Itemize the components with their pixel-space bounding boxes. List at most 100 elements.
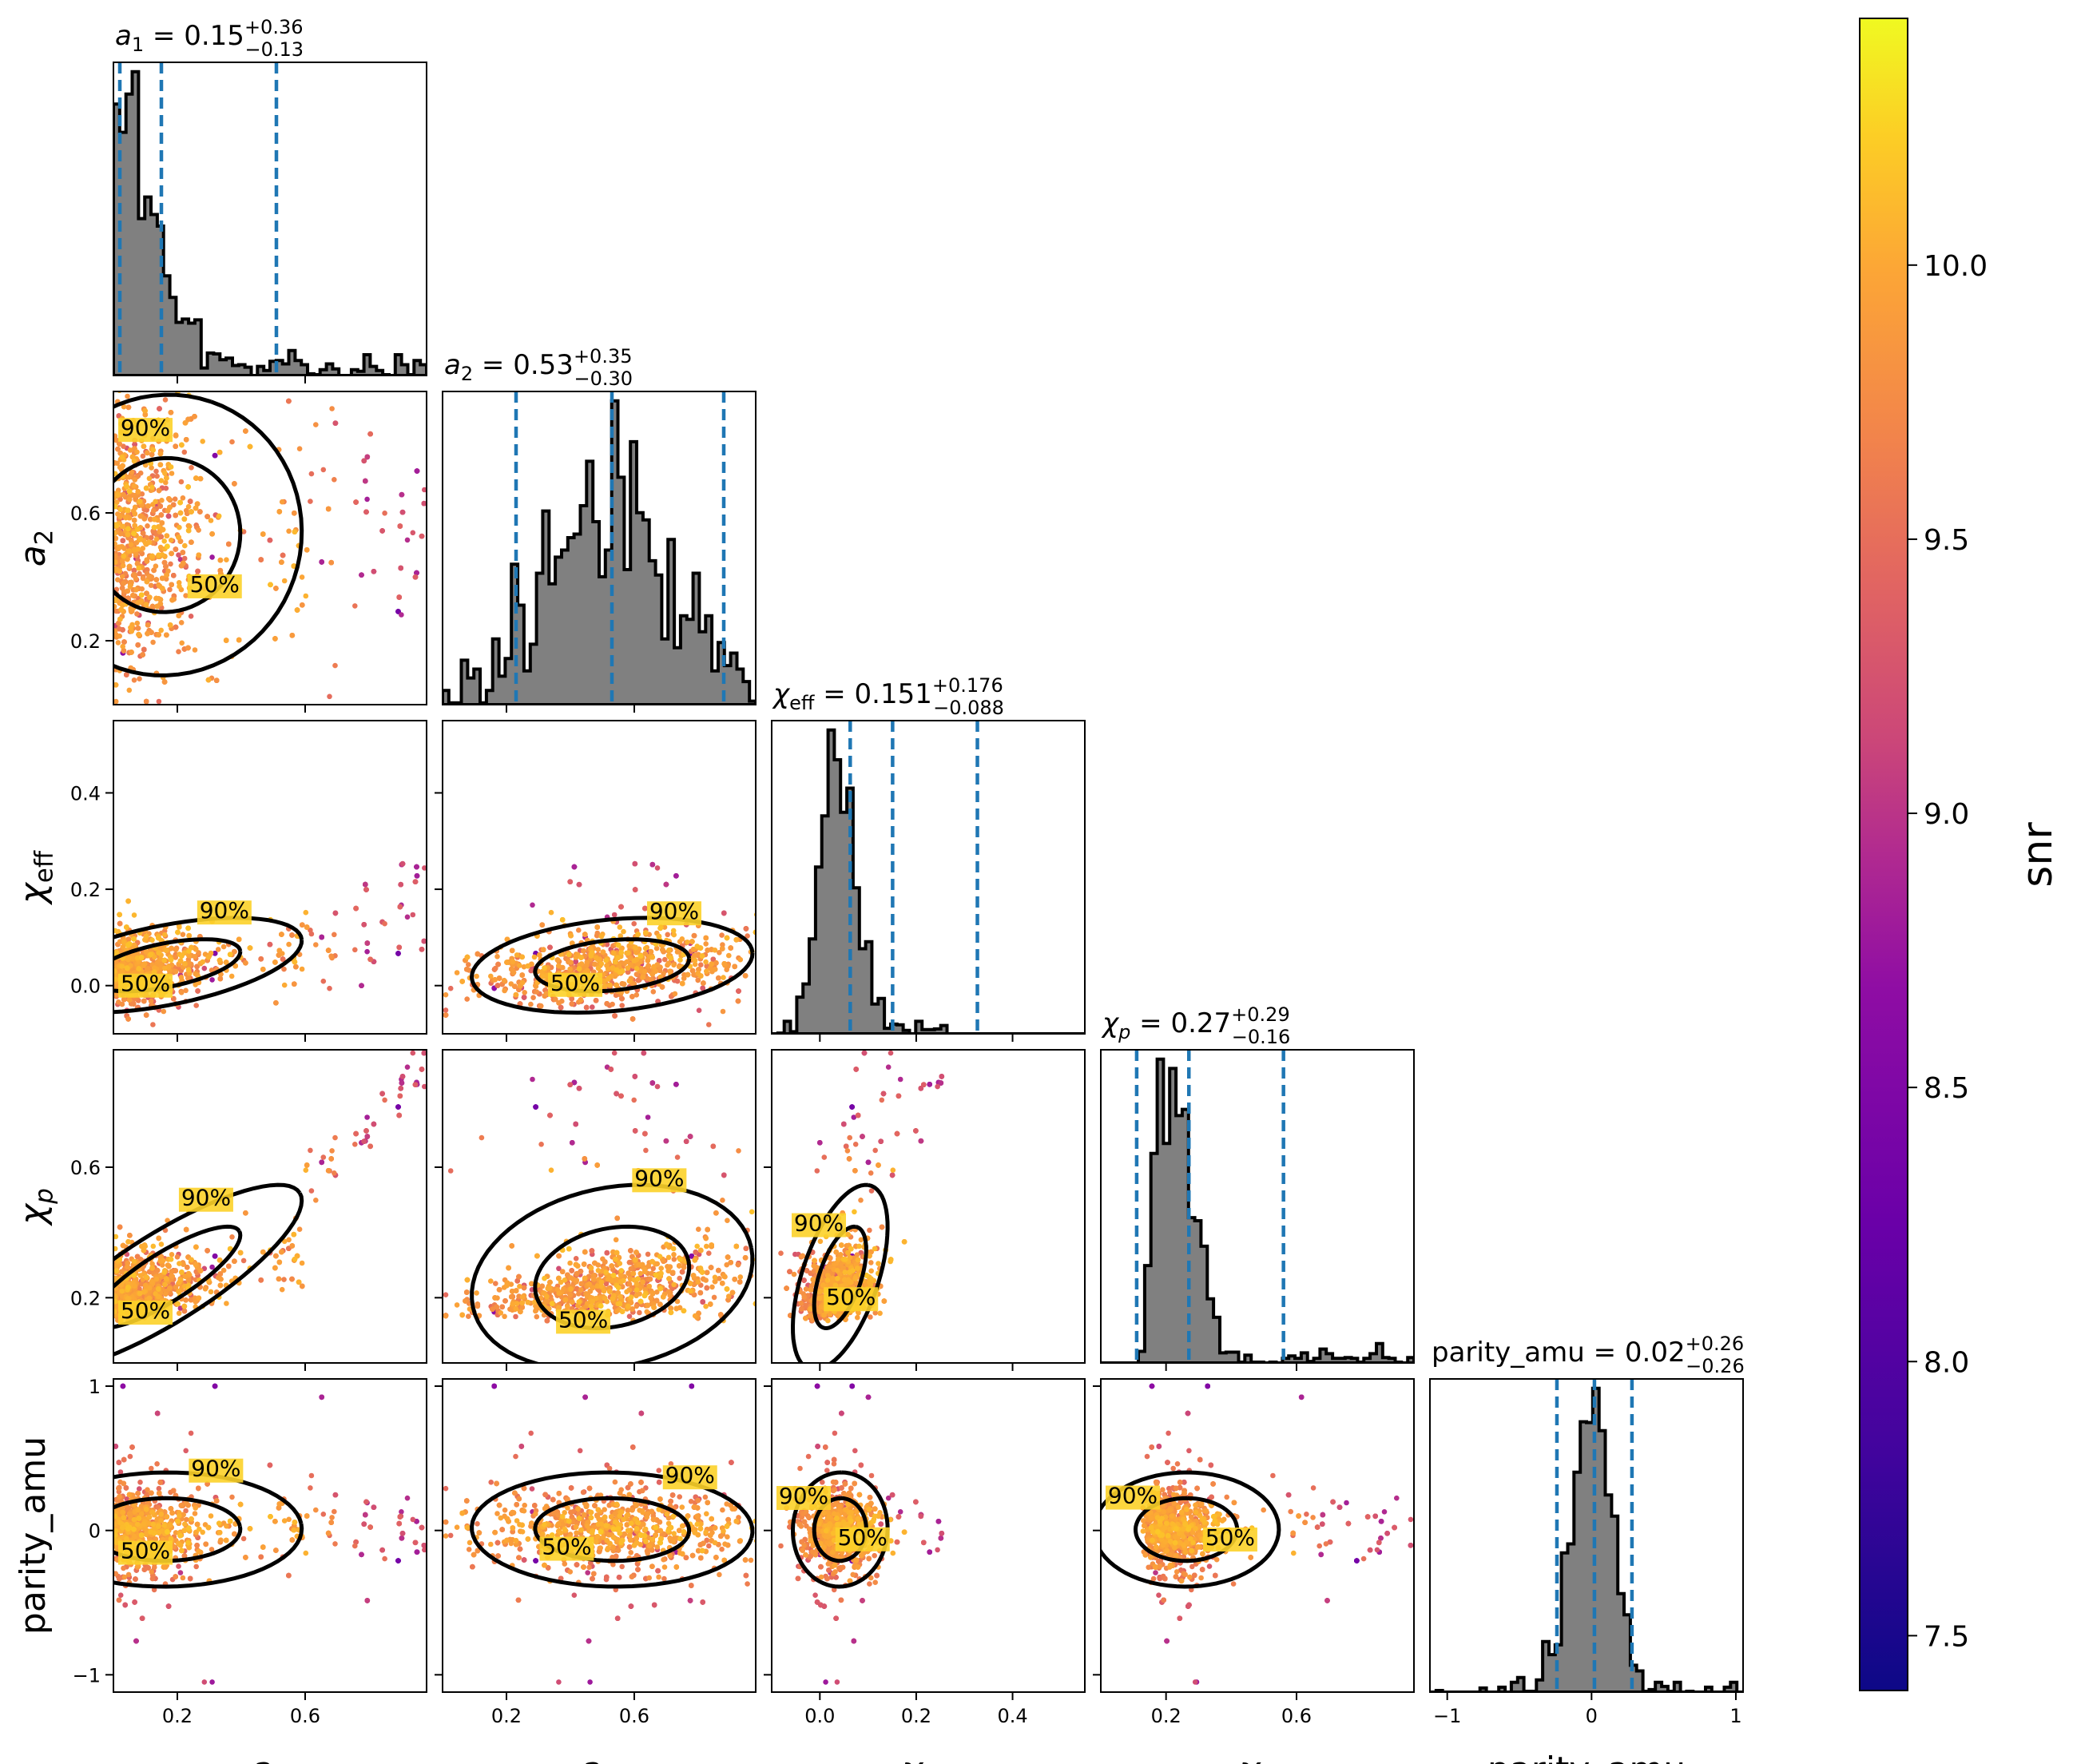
- scatter-point: [208, 518, 214, 523]
- scatter-point: [258, 557, 264, 562]
- scatter-point: [286, 398, 292, 404]
- scatter-point: [168, 561, 173, 567]
- y-tick-label: 0.6: [70, 503, 101, 525]
- scatter-point: [205, 677, 212, 683]
- scatter-point: [293, 963, 299, 970]
- scatter-point: [150, 1022, 156, 1027]
- scatter-point: [367, 431, 373, 437]
- scatter-point: [163, 576, 169, 582]
- scatter-point: [120, 523, 125, 530]
- scatter-point: [128, 625, 133, 630]
- scatter-point: [182, 420, 189, 426]
- scatter-point: [132, 442, 137, 447]
- scatter-point: [144, 967, 150, 972]
- scatter-point: [209, 554, 215, 560]
- scatter-point: [121, 403, 127, 410]
- scatter-point: [276, 509, 283, 514]
- scatter-point: [294, 607, 300, 613]
- scatter-point: [125, 936, 132, 942]
- scatter-point: [115, 492, 121, 498]
- scatter-point: [127, 386, 133, 391]
- scatter-point: [117, 920, 123, 927]
- scatter-point: [113, 698, 119, 705]
- scatter-point: [159, 498, 165, 503]
- scatter-point: [161, 679, 168, 685]
- contour-50-percent: [113, 455, 243, 614]
- scatter-point: [119, 574, 125, 579]
- scatter-point: [332, 910, 339, 916]
- scatter-point: [169, 471, 175, 476]
- scatter-point: [113, 608, 119, 614]
- scatter-point: [178, 990, 185, 995]
- scatter-point: [313, 422, 319, 427]
- scatter-point: [154, 473, 160, 479]
- scatter-point: [353, 905, 359, 912]
- scatter-point: [121, 386, 127, 391]
- scatter-point: [260, 531, 266, 537]
- scatter-point: [399, 491, 405, 498]
- scatter-point: [115, 577, 121, 582]
- scatter-point: [121, 443, 126, 449]
- scatter-point: [328, 559, 335, 566]
- scatter-point: [146, 574, 152, 580]
- scatter-point: [117, 633, 122, 639]
- scatter-point: [117, 514, 123, 519]
- scatter-point: [176, 552, 181, 558]
- scatter-point: [117, 530, 124, 537]
- contour-label: 90%: [121, 415, 170, 441]
- scatter-point: [137, 499, 143, 504]
- scatter-point: [129, 386, 135, 391]
- scatter-point: [177, 557, 184, 562]
- scatter-point: [289, 633, 296, 638]
- scatter-point: [185, 645, 191, 651]
- scatter-point: [328, 953, 335, 959]
- histogram-a2: [443, 399, 756, 705]
- scatter-point: [121, 386, 127, 391]
- scatter-point: [186, 523, 193, 530]
- scatter-point: [397, 523, 403, 529]
- scatter-point: [157, 451, 164, 457]
- scatter-point: [134, 611, 140, 617]
- scatter-point: [125, 386, 131, 391]
- scatter-point: [359, 983, 364, 988]
- scatter-point: [173, 947, 179, 952]
- scatter-point: [129, 386, 135, 391]
- scatter-point: [181, 555, 188, 562]
- scatter-point: [167, 586, 173, 593]
- scatter-point: [141, 386, 147, 391]
- scatter-point: [299, 574, 305, 580]
- scatter-point: [121, 580, 126, 586]
- scatter-point: [146, 475, 153, 482]
- scatter-point: [156, 552, 161, 558]
- scatter-point: [150, 639, 156, 646]
- scatter-point: [281, 578, 288, 584]
- scatter-point: [291, 563, 297, 569]
- scatter-point: [395, 609, 401, 614]
- scatter-point: [169, 582, 174, 588]
- scatter-point: [352, 947, 358, 953]
- scatter-point: [141, 386, 147, 391]
- scatter-point: [121, 386, 127, 391]
- scatter-point: [163, 485, 169, 491]
- scatter-point: [363, 887, 369, 892]
- scatter-point: [113, 603, 117, 610]
- scatter-point: [153, 577, 160, 582]
- scatter-point: [157, 503, 163, 509]
- scatter-point: [215, 947, 221, 952]
- scatter-point: [154, 386, 160, 391]
- scatter-point: [289, 386, 295, 391]
- scatter-point: [243, 960, 248, 966]
- scatter-point: [140, 652, 145, 658]
- scatter-point: [125, 386, 131, 391]
- panel-frame: [442, 391, 757, 705]
- scatter-point: [149, 553, 155, 559]
- scatter-point: [189, 539, 194, 545]
- scatter-point: [176, 534, 181, 540]
- scatter-point: [137, 513, 144, 519]
- scatter-point: [141, 646, 147, 653]
- scatter-point: [243, 428, 248, 434]
- scatter-point: [188, 614, 194, 619]
- scatter-point: [144, 558, 150, 564]
- scatter-point: [221, 386, 227, 391]
